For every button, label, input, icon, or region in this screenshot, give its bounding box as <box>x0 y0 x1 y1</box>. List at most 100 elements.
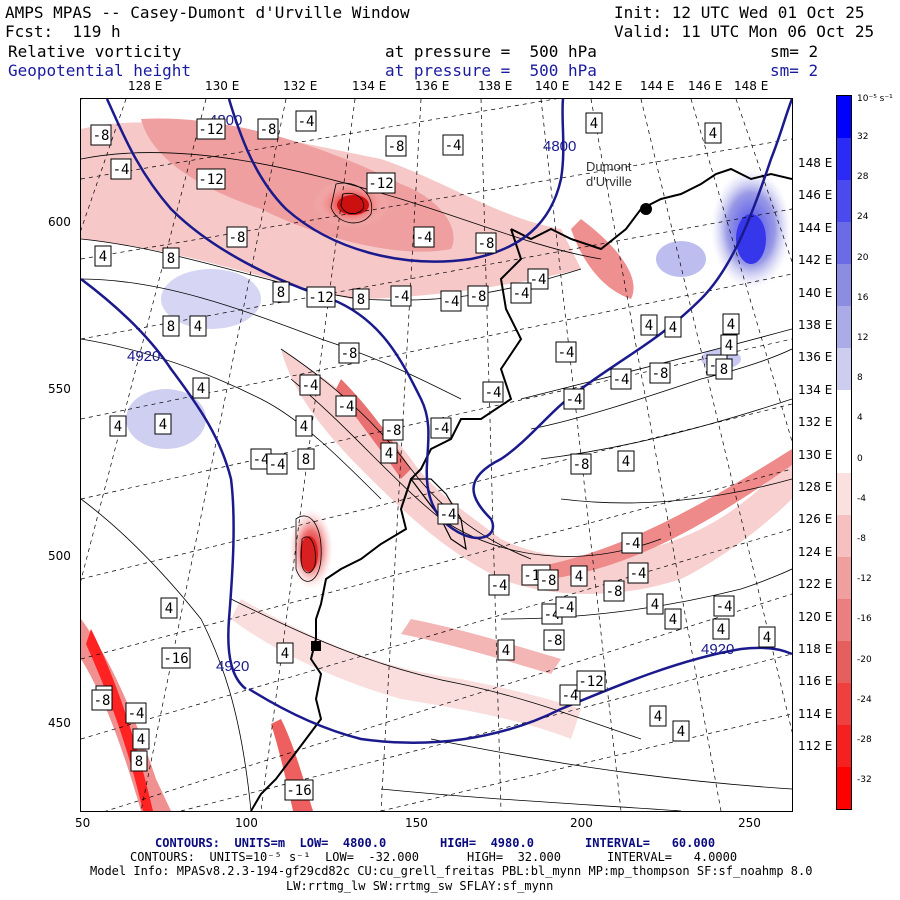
colorbar-swatch <box>837 96 851 139</box>
lat-label: 136 E <box>798 350 833 365</box>
vorticity-label-box: 4 <box>132 728 150 750</box>
y-tick: 450 <box>48 716 71 730</box>
vorticity-label-box: -8 <box>226 226 248 248</box>
vorticity-label-box: 8 <box>352 288 370 310</box>
vorticity-label-text: -8 <box>606 584 623 600</box>
vorticity-label-text: -4 <box>562 688 579 704</box>
lat-label: 140 E <box>798 285 833 300</box>
vorticity-label-box: 4 <box>585 112 603 134</box>
svg-text:4920: 4920 <box>216 658 249 675</box>
vorticity-label-box: -4 <box>621 532 643 554</box>
lat-label: 128 E <box>798 480 833 494</box>
colorbar-label: 4 <box>857 413 863 424</box>
svg-text:4800: 4800 <box>543 138 576 155</box>
vorticity-label-text: 4 <box>709 126 717 142</box>
vorticity-label-box: -8 <box>385 135 407 157</box>
footer-vort-contours: CONTOURS: UNITS=10⁻⁵ s⁻¹ LOW= -32.000 <box>130 850 419 864</box>
vorticity-label-text: -8 <box>573 457 590 473</box>
lon-label: 132 E <box>283 79 318 93</box>
vorticity-label-box: 8 <box>272 281 290 303</box>
ice-shelf-outline <box>409 478 467 551</box>
vorticity-label-box: 4 <box>720 334 738 356</box>
vorticity-label-box: 4 <box>664 316 682 338</box>
vorticity-label-box: -4 <box>555 341 577 363</box>
vorticity-label-text: -8 <box>260 122 277 138</box>
lon-label: 142 E <box>588 79 623 93</box>
colorbar-label: -8 <box>857 534 866 544</box>
vorticity-label-text: -4 <box>298 114 315 130</box>
vorticity-label-text: -4 <box>433 421 450 437</box>
svg-text:4920: 4920 <box>701 641 734 658</box>
vorticity-label-text: 4 <box>165 601 173 617</box>
map-graphic: 4800 4800 4920 4920 4920 Dumont d'Urville… <box>81 99 792 811</box>
lon-label: 136 E <box>415 79 450 93</box>
colorbar <box>836 95 852 810</box>
vorticity-label-box: -4 <box>335 395 357 417</box>
lon-label: 148 E <box>734 79 769 93</box>
vorticity-label-text: 4 <box>137 732 145 748</box>
lat-label: 146 E <box>798 188 833 203</box>
vorticity-label-box: -8 <box>570 453 592 475</box>
vorticity-label-box: 8 <box>162 247 180 269</box>
colorbar-swatch <box>837 641 851 684</box>
vorticity-label-text: 4 <box>159 417 167 433</box>
footer-vort-high: HIGH= 32.000 <box>467 850 561 864</box>
colorbar-swatch <box>837 179 851 223</box>
vorticity-label-text: -4 <box>491 578 508 594</box>
lon-label: 134 E <box>352 79 387 93</box>
vorticity-label-text: -8 <box>652 366 669 382</box>
vorticity-label-text: 4 <box>502 643 510 659</box>
colorbar-swatch <box>837 431 851 474</box>
vorticity-label-box: 4 <box>94 245 112 267</box>
x-tick: 250 <box>738 816 761 830</box>
vorticity-label-box: -8 <box>543 629 565 651</box>
vorticity-shading <box>81 118 792 811</box>
lon-label: 144 E <box>640 79 675 93</box>
vorticity-label-box: 4 <box>646 593 664 615</box>
colorbar-swatch <box>837 137 851 181</box>
field1-level: at pressure = 500 hPa <box>385 42 597 61</box>
vorticity-label-text: 8 <box>302 452 310 468</box>
vorticity-label-box: -4 <box>440 290 462 312</box>
x-tick: 200 <box>570 816 593 830</box>
vorticity-label-box: 4 <box>640 314 658 336</box>
vorticity-label-text: -4 <box>302 378 319 394</box>
vorticity-label-text: -4 <box>440 507 457 523</box>
vorticity-label-box: -8 <box>90 124 112 146</box>
vorticity-label-text: -4 <box>253 452 270 468</box>
vorticity-label-box: -4 <box>110 158 132 180</box>
vorticity-label-text: 4 <box>300 419 308 435</box>
vorticity-label-text: -4 <box>530 272 547 288</box>
vorticity-label-box: -8 <box>257 118 279 140</box>
vorticity-label-text: 8 <box>135 754 143 770</box>
vorticity-label-text: 4 <box>590 116 598 132</box>
vorticity-label-text: 4 <box>651 597 659 613</box>
vorticity-label-text: -8 <box>229 230 246 246</box>
vorticity-label-text: 4 <box>645 318 653 334</box>
height-contour-labels: 4800 4800 4920 4920 4920 <box>127 112 734 675</box>
vorticity-label-box: 4 <box>704 122 722 144</box>
vorticity-label-box: -8 <box>475 232 497 254</box>
lat-label: 124 E <box>798 544 833 559</box>
vorticity-label-box: -4 <box>527 268 549 290</box>
colorbar-label: -20 <box>857 654 872 665</box>
colorbar-label: 16 <box>857 292 869 303</box>
vorticity-label-text: -4 <box>443 294 460 310</box>
lat-label: 116 E <box>798 674 833 689</box>
colorbar-swatch <box>837 683 851 726</box>
vorticity-label-text: -4 <box>558 345 575 361</box>
vorticity-label-box: 4 <box>160 597 178 619</box>
footer-vort-interval: INTERVAL= 4.0000 <box>607 850 738 864</box>
vorticity-label-text: -8 <box>470 289 487 305</box>
vorticity-label-box: -12 <box>366 172 396 194</box>
y-tick: 550 <box>48 382 71 396</box>
colorbar-label: 12 <box>857 333 869 343</box>
vorticity-label-text: 4 <box>763 630 771 646</box>
vorticity-label-text: 4 <box>575 569 583 585</box>
vorticity-label-box: -4 <box>442 134 464 156</box>
vorticity-label-text: -12 <box>368 176 393 192</box>
field1-smoothing: sm= 2 <box>770 42 819 61</box>
vorticity-label-text: -8 <box>94 693 111 709</box>
vorticity-label-text: -12 <box>198 172 223 188</box>
vorticity-label-box: -4 <box>563 388 585 410</box>
